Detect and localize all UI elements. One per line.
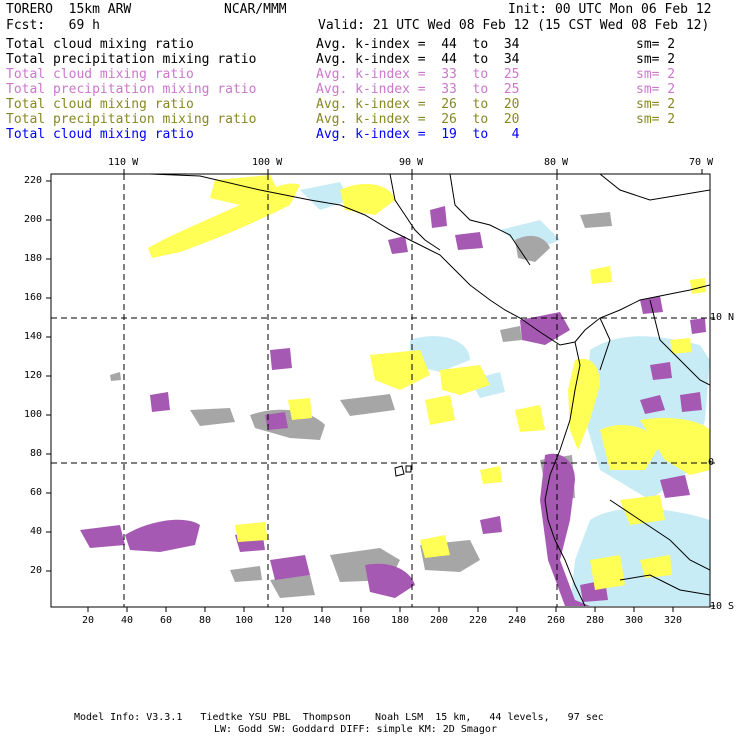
legend-field: Total cloud mixing ratio <box>6 97 194 112</box>
y-tick-label: 200 <box>24 214 43 225</box>
y-tick-label: 100 <box>24 409 43 420</box>
tick-marks <box>46 169 715 612</box>
x-tick-label: 320 <box>664 615 683 626</box>
lon-label: 70 W <box>689 157 714 168</box>
legend-sm: sm= 2 <box>636 112 676 127</box>
forecast-hour: Fcst: 69 h <box>6 18 100 33</box>
physics-info: LW: Godd SW: Goddard DIFF: simple KM: 2D… <box>214 724 497 735</box>
lightblue-cloud-areas <box>300 182 710 606</box>
plot-frame <box>50 173 711 608</box>
y-tick-label: 220 <box>24 175 43 186</box>
y-tick-label: 40 <box>30 526 43 537</box>
x-tick-label: 160 <box>352 615 371 626</box>
legend-sm: sm= 2 <box>636 37 676 52</box>
legend-field: Total cloud mixing ratio <box>6 127 194 142</box>
lon-label: 100 W <box>252 157 283 168</box>
y-tick-label: 80 <box>30 448 43 459</box>
legend-field: Total cloud mixing ratio <box>6 37 194 52</box>
lat-label: 10 S <box>710 601 735 612</box>
legend-sm: sm= 2 <box>636 82 676 97</box>
y-tick-label: 60 <box>30 487 43 498</box>
y-tick-label: 120 <box>24 370 43 381</box>
model-info: Model Info: V3.3.1 Tiedtke YSU PBL Thomp… <box>74 712 604 723</box>
legend-stat: Avg. k-index = 44 to 34 <box>316 52 520 67</box>
legend-stat: Avg. k-index = 26 to 20 <box>316 112 520 127</box>
legend-stat: Avg. k-index = 19 to 4 <box>316 127 520 142</box>
legend-field: Total precipitation mixing ratio <box>6 112 257 127</box>
model-title: TORERO 15km ARW <box>6 2 132 17</box>
x-tick-label: 180 <box>391 615 410 626</box>
legend-stat: Avg. k-index = 33 to 25 <box>316 82 520 97</box>
org-label: NCAR/MMM <box>224 2 287 17</box>
y-tick-label: 140 <box>24 331 43 342</box>
x-tick-label: 40 <box>121 615 134 626</box>
legend-stat: Avg. k-index = 44 to 34 <box>316 37 520 52</box>
lat-label: 10 N <box>710 312 735 323</box>
legend-field: Total precipitation mixing ratio <box>6 52 257 67</box>
x-tick-label: 220 <box>469 615 488 626</box>
lat-label: 0 <box>708 457 715 468</box>
x-tick-label: 280 <box>586 615 605 626</box>
yellow-cloud-areas <box>148 175 710 590</box>
y-tick-label: 20 <box>30 565 43 576</box>
legend-stat: Avg. k-index = 26 to 20 <box>316 97 520 112</box>
legend-sm: sm= 2 <box>636 67 676 82</box>
x-tick-label: 60 <box>160 615 173 626</box>
y-tick-label: 160 <box>24 292 43 303</box>
lon-label: 80 W <box>544 157 569 168</box>
x-tick-label: 240 <box>508 615 527 626</box>
legend-field: Total precipitation mixing ratio <box>6 82 257 97</box>
coastlines <box>149 174 710 607</box>
lon-label: 90 W <box>399 157 424 168</box>
init-time: Init: 00 UTC Mon 06 Feb 12 <box>508 2 712 17</box>
x-tick-label: 80 <box>199 615 212 626</box>
x-tick-label: 200 <box>430 615 449 626</box>
x-tick-label: 100 <box>235 615 254 626</box>
x-tick-label: 140 <box>313 615 332 626</box>
legend-field: Total cloud mixing ratio <box>6 67 194 82</box>
x-tick-label: 20 <box>82 615 95 626</box>
lon-label: 110 W <box>108 157 139 168</box>
x-tick-label: 260 <box>547 615 566 626</box>
x-tick-label: 300 <box>625 615 644 626</box>
graticule <box>51 174 710 607</box>
legend-sm: sm= 2 <box>636 52 676 67</box>
x-tick-label: 120 <box>274 615 293 626</box>
legend-sm: sm= 2 <box>636 97 676 112</box>
cloud-field <box>80 175 710 606</box>
purple-cloud-areas <box>80 206 706 606</box>
y-tick-label: 180 <box>24 253 43 264</box>
legend-stat: Avg. k-index = 33 to 25 <box>316 67 520 82</box>
valid-time: Valid: 21 UTC Wed 08 Feb 12 (15 CST Wed … <box>318 18 710 33</box>
